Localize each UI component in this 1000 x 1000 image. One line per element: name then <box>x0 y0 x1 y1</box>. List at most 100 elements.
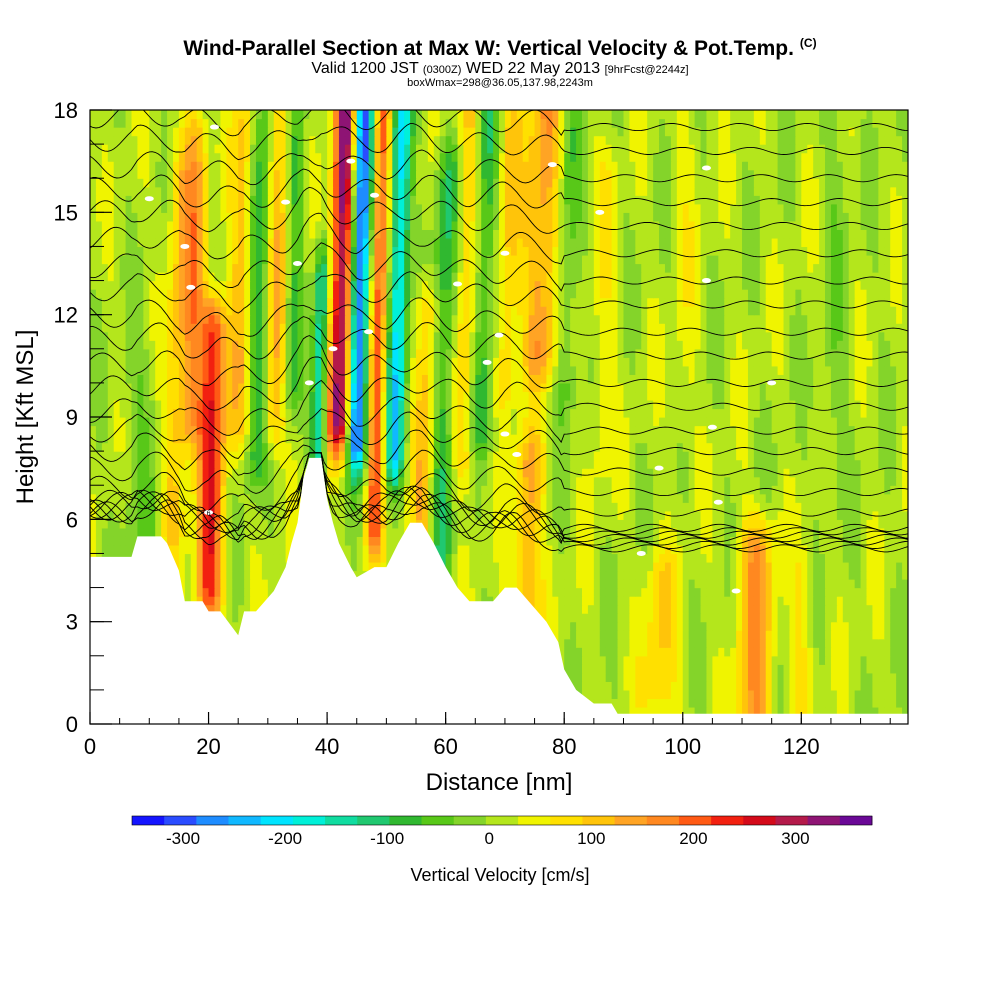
velocity-cell <box>534 587 542 597</box>
velocity-cell <box>807 519 814 529</box>
velocity-cell <box>842 587 850 597</box>
velocity-cell <box>267 459 275 469</box>
velocity-cell <box>421 459 429 469</box>
velocity-cell <box>273 459 281 469</box>
velocity-cell <box>872 502 879 512</box>
velocity-cell <box>475 485 482 495</box>
velocity-cell <box>670 476 678 486</box>
velocity-cell <box>682 638 690 648</box>
velocity-cell <box>617 451 625 461</box>
velocity-cell <box>771 630 779 640</box>
velocity-cell <box>742 587 749 597</box>
velocity-cell <box>694 647 702 657</box>
velocity-cell <box>712 536 719 546</box>
velocity-cell <box>635 689 642 700</box>
velocity-cell <box>143 476 150 486</box>
velocity-cell <box>95 476 103 486</box>
velocity-cell <box>398 527 405 537</box>
velocity-cell <box>659 664 666 674</box>
velocity-cell <box>884 561 891 572</box>
velocity-cell <box>635 425 642 435</box>
velocity-cell <box>581 544 589 555</box>
velocity-cell <box>789 706 796 717</box>
velocity-cell <box>528 425 536 435</box>
velocity-cell <box>670 630 678 640</box>
velocity-cell <box>356 519 364 529</box>
velocity-cell <box>819 425 826 435</box>
velocity-cell <box>896 561 903 572</box>
velocity-cell <box>90 510 97 520</box>
velocity-cell <box>552 579 559 589</box>
velocity-cell <box>558 630 565 640</box>
velocity-cell <box>736 681 743 691</box>
velocity-cell <box>155 459 162 469</box>
velocity-cell <box>884 434 891 444</box>
velocity-cell <box>724 681 731 691</box>
velocity-cell <box>208 553 216 563</box>
velocity-cell <box>670 613 678 623</box>
velocity-cell <box>676 417 684 427</box>
velocity-cell <box>890 655 897 665</box>
velocity-cell <box>718 596 725 606</box>
velocity-cell <box>261 476 269 486</box>
velocity-cell <box>226 587 233 597</box>
velocity-cell <box>635 672 642 682</box>
velocity-cell <box>327 468 334 478</box>
velocity-cell <box>777 570 785 580</box>
velocity-cell <box>172 451 180 461</box>
velocity-cell <box>220 417 227 427</box>
velocity-cell <box>190 476 198 486</box>
velocity-cell <box>499 417 506 427</box>
velocity-cell <box>825 579 832 589</box>
velocity-cell <box>552 425 559 435</box>
velocity-cell <box>765 698 773 708</box>
velocity-cell <box>890 664 897 674</box>
velocity-cell <box>344 527 352 537</box>
velocity-cell <box>635 698 642 708</box>
velocity-cell <box>682 630 690 640</box>
velocity-cell <box>190 544 198 555</box>
velocity-cell <box>516 553 524 563</box>
velocity-cell <box>279 519 287 529</box>
velocity-cell <box>771 587 779 597</box>
velocity-cell <box>848 493 856 503</box>
velocity-cell <box>736 638 743 648</box>
velocity-cell <box>184 544 192 555</box>
velocity-cell <box>670 425 678 435</box>
velocity-cell <box>836 468 844 478</box>
velocity-cell <box>570 664 577 674</box>
velocity-cell <box>172 553 180 563</box>
velocity-cell <box>742 664 749 674</box>
velocity-cell <box>718 647 725 657</box>
velocity-cell <box>688 434 696 444</box>
velocity-cell <box>540 604 548 614</box>
velocity-cell <box>493 468 500 478</box>
velocity-cell <box>688 579 696 589</box>
velocity-cell <box>777 451 785 461</box>
velocity-cell <box>605 434 613 444</box>
velocity-cell <box>570 647 577 657</box>
velocity-cell <box>504 579 512 589</box>
velocity-cell <box>469 519 476 529</box>
velocity-cell <box>599 596 607 606</box>
velocity-cell <box>765 527 773 537</box>
velocity-cell <box>896 553 903 563</box>
velocity-cell <box>706 485 713 495</box>
velocity-cell <box>842 425 850 435</box>
velocity-cell <box>356 561 364 572</box>
velocity-cell <box>617 561 625 572</box>
velocity-cell <box>427 434 435 444</box>
velocity-cell <box>759 689 767 700</box>
velocity-cell <box>872 706 879 717</box>
velocity-cell <box>611 613 619 623</box>
velocity-cell <box>641 417 648 427</box>
velocity-cell <box>107 544 115 555</box>
velocity-cell <box>878 596 885 606</box>
velocity-cell <box>493 561 500 572</box>
velocity-cell <box>789 451 796 461</box>
velocity-cell <box>860 706 868 717</box>
velocity-cell <box>682 442 690 452</box>
velocity-cell <box>801 638 808 648</box>
velocity-cell <box>196 408 204 418</box>
velocity-cell <box>641 451 648 461</box>
